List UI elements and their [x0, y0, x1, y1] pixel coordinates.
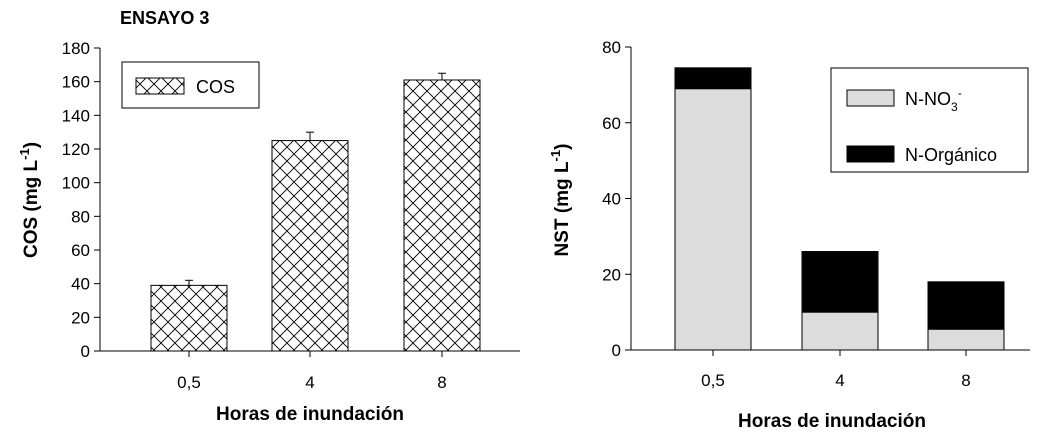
- chart-left-bar: [403, 79, 481, 352]
- chart-left-x-tick-label: 4: [305, 373, 314, 392]
- chart-right-y-tick-label: 80: [602, 38, 621, 57]
- chart-right-legend-swatch-nitrate: [846, 89, 895, 107]
- chart-left-title: ENSAYO 3: [120, 8, 209, 28]
- chart-left-y-tick-label: 60: [71, 241, 90, 260]
- chart-left-y-label-end: ): [21, 142, 42, 148]
- chart-right-y-tick-label: 0: [612, 341, 621, 360]
- chart-right-legend-swatch-organic: [846, 145, 895, 163]
- chart-right-y-tick-label: 20: [602, 265, 621, 284]
- chart-left-x-label: Horas de inundación: [216, 404, 404, 425]
- chart-left-y-tick-label: 0: [81, 342, 90, 361]
- chart-left-y-tick-label: 120: [62, 140, 90, 159]
- chart-right-legend-label-organic: N-Orgánico: [905, 145, 997, 165]
- chart-right-legend-nitrate-sup: -: [958, 86, 962, 100]
- chart-right-y-label: NST (mg L-1): [548, 144, 573, 257]
- chart-right-bar-nitrate: [674, 88, 752, 351]
- chart-left-y-tick-label: 80: [71, 207, 90, 226]
- chart-left-y-label-sup: -1: [17, 148, 32, 160]
- chart-right-legend-label-nitrate: N-NO3-: [905, 86, 962, 114]
- chart-left-legend-label: COS: [196, 77, 235, 97]
- chart-right-x-tick-label: 4: [835, 371, 844, 390]
- chart-right-y-label-sup: -1: [548, 150, 563, 162]
- chart-right: 0 20 40 60 80 0,5 4 8 N-NO3- N-Orgánico Horas …: [548, 38, 1030, 432]
- chart-right-y-label-main: NST (mg L: [552, 161, 573, 256]
- chart-right-x-tick-label: 0,5: [701, 371, 725, 390]
- chart-right-bars: [674, 67, 1005, 351]
- chart-right-bar-nitrate: [801, 311, 879, 351]
- chart-left-y-tick-label: 100: [62, 174, 90, 193]
- chart-left-x-ticks: 0,5 4 8: [177, 351, 447, 392]
- chart-right-y-tick-label: 40: [602, 190, 621, 209]
- chart-right-legend-nitrate-sub: 3: [951, 100, 958, 114]
- chart-right-y-tick-label: 60: [602, 114, 621, 133]
- chart-left-legend-swatch: [135, 77, 185, 95]
- chart-left-y-label-main: COS (mg L: [21, 159, 42, 258]
- chart-right-y-label-end: ): [552, 144, 573, 150]
- chart-left-y-tick-label: 140: [62, 106, 90, 125]
- chart-left-x-tick-label: 0,5: [177, 373, 201, 392]
- chart-right-legend-nitrate-main: N-NO: [905, 89, 951, 109]
- chart-right-x-ticks: 0,5 4 8: [701, 350, 971, 390]
- chart-right-bar-organic: [927, 281, 1005, 330]
- chart-left-y-tick-label: 160: [62, 73, 90, 92]
- chart-right-bar-nitrate: [927, 328, 1005, 351]
- chart-left-y-ticks: 0 20 40 60 80 100 120 140 160 180: [62, 39, 100, 361]
- chart-right-bar-organic: [801, 251, 879, 313]
- chart-left-bar: [150, 284, 228, 352]
- chart-left-legend: COS: [121, 61, 260, 109]
- chart-right-legend: N-NO3- N-Orgánico: [830, 67, 1029, 173]
- chart-left-y-tick-label: 180: [62, 39, 90, 58]
- chart-left-y-tick-label: 40: [71, 275, 90, 294]
- chart-right-bar-organic: [674, 67, 752, 90]
- chart-left-bar: [271, 140, 349, 352]
- chart-right-x-label: Horas de inundación: [738, 411, 926, 432]
- chart-left-bars: [150, 72, 481, 352]
- chart-left-x-tick-label: 8: [437, 373, 446, 392]
- chart-left-y-label: COS (mg L-1): [17, 142, 42, 258]
- chart-right-y-ticks: 0 20 40 60 80: [602, 38, 631, 360]
- chart-right-x-tick-label: 8: [961, 371, 970, 390]
- chart-left-y-tick-label: 20: [71, 308, 90, 327]
